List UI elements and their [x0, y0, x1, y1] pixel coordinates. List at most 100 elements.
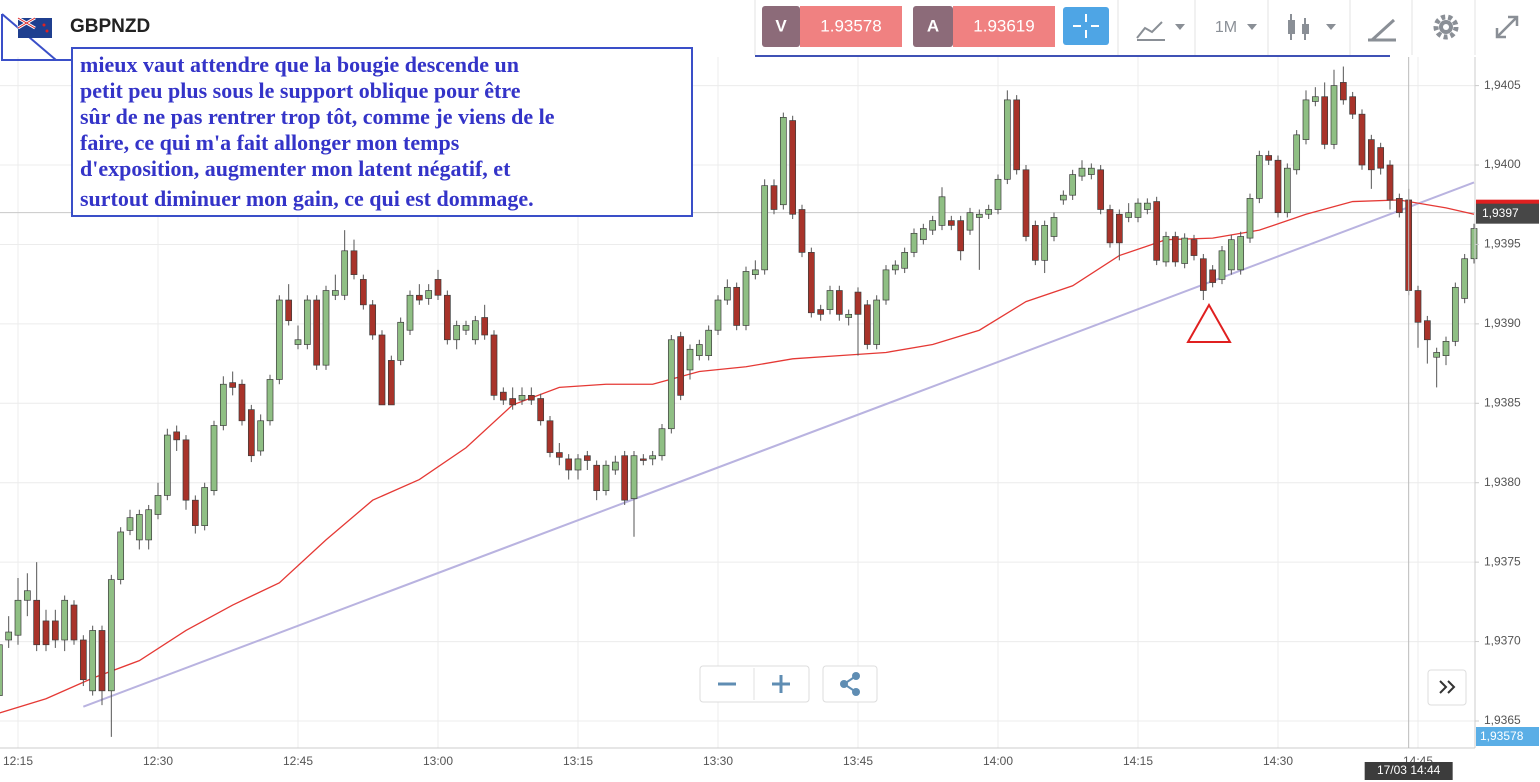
- scroll-right-button[interactable]: [1427, 669, 1467, 706]
- candle-body: [1115, 213, 1123, 244]
- candle-body: [61, 599, 69, 641]
- candle-body: [219, 383, 227, 426]
- candle-body: [275, 299, 283, 380]
- candle-body: [322, 290, 330, 366]
- candle-body: [733, 286, 741, 326]
- candle-body: [341, 250, 349, 296]
- buy-button[interactable]: A 1.93619: [913, 6, 1055, 47]
- candle-body: [649, 455, 657, 460]
- indicator-button[interactable]: [1136, 21, 1185, 41]
- zoom-in-button[interactable]: [772, 675, 790, 693]
- y-tick-label: 1,9400: [1484, 157, 1521, 171]
- annotation-line: sûr de ne pas rentrer trop tôt, comme je…: [80, 104, 555, 129]
- candle-body: [1442, 340, 1450, 356]
- sell-button[interactable]: V 1.93578: [762, 6, 902, 47]
- chart-type-button[interactable]: [1288, 14, 1336, 40]
- candle-body: [397, 321, 405, 361]
- candle-body: [481, 317, 489, 336]
- candle-body: [742, 271, 750, 326]
- candle-body: [98, 630, 106, 692]
- candle-body: [1218, 250, 1226, 280]
- candle-body: [23, 590, 31, 601]
- candle-body: [1339, 82, 1347, 101]
- x-tick-label: 13:45: [843, 754, 873, 768]
- fullscreen-button[interactable]: [1495, 15, 1519, 39]
- candle-body: [947, 220, 955, 226]
- candle-body: [1087, 167, 1095, 175]
- candle-body: [378, 334, 386, 406]
- candle-body: [789, 120, 797, 215]
- candle-body: [1255, 155, 1263, 199]
- candle-body: [1293, 134, 1301, 171]
- candle-body: [602, 464, 610, 492]
- x-tick-label: 14:00: [983, 754, 1013, 768]
- candle-body: [658, 428, 666, 457]
- candle-body: [359, 279, 367, 306]
- candle-body: [266, 379, 274, 422]
- candle-body: [537, 398, 545, 422]
- candle-body: [1041, 225, 1049, 261]
- y-tick-label: 1,9405: [1484, 78, 1521, 92]
- candle-body: [1470, 228, 1478, 260]
- candle-body: [107, 579, 115, 692]
- candle-body: [313, 299, 321, 366]
- draw-button[interactable]: [1368, 18, 1396, 42]
- candle-body: [70, 604, 78, 641]
- candle-body: [145, 509, 153, 541]
- candle-body: [817, 309, 825, 315]
- candle-body: [798, 209, 806, 253]
- candle-body: [387, 360, 395, 406]
- candle-body: [294, 339, 302, 345]
- candle-body: [723, 286, 731, 301]
- annotation-line: d'exposition, augmenter mon latent négat…: [80, 156, 511, 181]
- candle-body: [201, 487, 209, 526]
- candle-body: [229, 382, 237, 388]
- candle-body: [966, 212, 974, 231]
- candle-body: [1451, 286, 1459, 342]
- buy-label: A: [927, 16, 939, 35]
- candle-body: [331, 290, 339, 296]
- annotation-line: surtout diminuer mon gain, ce qui est do…: [80, 186, 534, 211]
- candle-body: [1199, 258, 1207, 291]
- crosshair-button[interactable]: [1063, 7, 1109, 45]
- moving-average: [0, 199, 1475, 714]
- candle-body: [1125, 212, 1133, 218]
- x-tick-label: 13:30: [703, 754, 733, 768]
- timeframe-button[interactable]: 1M: [1215, 19, 1257, 36]
- candle-body: [471, 320, 479, 341]
- share-button[interactable]: [822, 665, 878, 703]
- candle-body: [677, 336, 685, 396]
- candle-body: [546, 420, 554, 453]
- candle-body: [1367, 139, 1375, 171]
- symbol: GBPNZD: [70, 16, 150, 37]
- candle-body: [938, 196, 946, 226]
- candle-body: [957, 220, 965, 252]
- candle-body: [0, 644, 3, 696]
- candle-body: [5, 631, 13, 641]
- y-tick-label: 1,9395: [1484, 237, 1521, 251]
- crosshair-price-box: [1476, 727, 1539, 746]
- candle-body: [42, 620, 50, 646]
- settings-button[interactable]: [1433, 14, 1459, 40]
- candle-body: [1274, 159, 1282, 214]
- candle-body: [1414, 290, 1422, 323]
- candle-body: [863, 304, 871, 345]
- candle-body: [826, 290, 834, 310]
- candle-body: [163, 434, 171, 496]
- y-tick-label: 1,9370: [1484, 634, 1521, 648]
- candle-body: [695, 344, 703, 356]
- candle-body: [1003, 99, 1011, 180]
- zoom-controls: [699, 665, 1467, 706]
- candle-body: [1031, 225, 1039, 261]
- candle-body: [1162, 236, 1170, 263]
- candle-body: [1069, 174, 1077, 196]
- candle-body: [238, 383, 246, 422]
- candle-body: [1395, 198, 1403, 214]
- candle-body: [630, 455, 638, 499]
- candle-body: [714, 299, 722, 331]
- flag: [17, 16, 52, 38]
- candle-body: [518, 395, 526, 401]
- candle-body: [1311, 96, 1319, 102]
- candle-body: [873, 299, 881, 345]
